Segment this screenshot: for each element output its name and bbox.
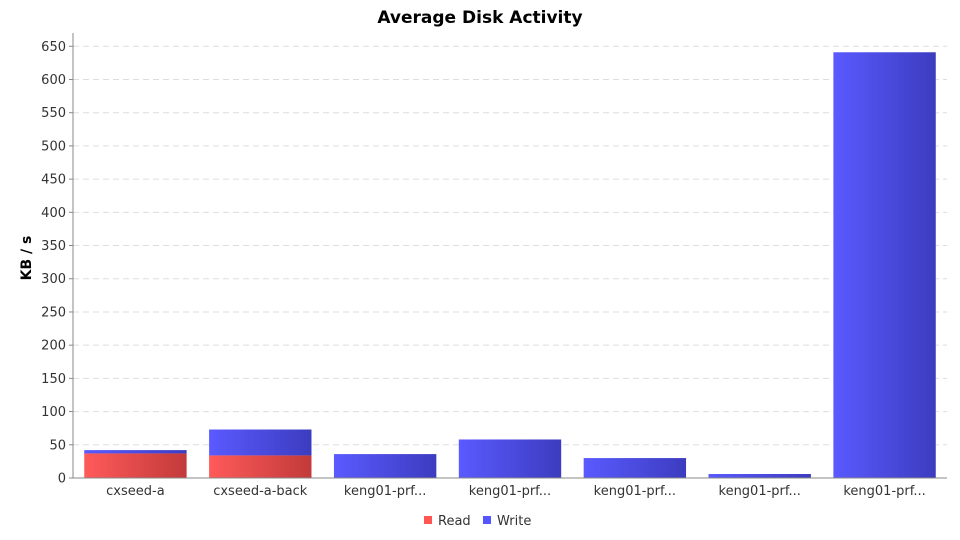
- bar-read-0: [84, 453, 187, 478]
- y-tick-label: 150: [41, 372, 66, 387]
- y-tick-label: 500: [41, 139, 66, 154]
- y-tick-label: 600: [41, 73, 66, 88]
- y-tick-label: 100: [41, 405, 66, 420]
- legend-label-write: Write: [497, 514, 531, 529]
- bar-write-2: [333, 454, 437, 478]
- y-axis-ticks: 0 50 100 150 200 250 300 350 400 450 500 550 600 650: [41, 40, 73, 487]
- y-tick-label: 400: [41, 206, 66, 221]
- x-tick-label: keng01-prf...: [719, 484, 801, 499]
- bar-write-4: [583, 458, 687, 478]
- x-tick-label: cxseed-a-back: [213, 484, 308, 499]
- x-tick-label: keng01-prf...: [843, 484, 925, 499]
- y-axis-label: KB / s: [19, 236, 35, 281]
- bar-write-0: [84, 450, 187, 454]
- y-tick-label: 300: [41, 272, 66, 287]
- x-tick-label: keng01-prf...: [344, 484, 426, 499]
- bar-read-1: [209, 455, 312, 478]
- x-tick-label: keng01-prf...: [469, 484, 551, 499]
- bar-write-3: [458, 439, 562, 478]
- y-tick-label: 50: [49, 438, 66, 453]
- y-tick-label: 650: [41, 40, 66, 55]
- y-tick-label: 250: [41, 305, 66, 320]
- y-tick-label: 0: [58, 472, 66, 487]
- legend-label-read: Read: [438, 514, 471, 529]
- x-tick-label: cxseed-a: [106, 484, 165, 499]
- y-tick-label: 450: [41, 173, 66, 188]
- x-axis-ticks: cxseed-a cxseed-a-back keng01-prf... keng01…: [106, 484, 926, 499]
- legend: Read Write: [424, 514, 531, 529]
- bar-write-1: [209, 429, 312, 456]
- legend-swatch-read: [424, 516, 432, 524]
- grid-lines: [73, 45, 947, 446]
- x-tick-label: keng01-prf...: [594, 484, 676, 499]
- bar-write-6: [833, 52, 936, 478]
- y-tick-label: 350: [41, 239, 66, 254]
- y-tick-label: 550: [41, 106, 66, 121]
- bars: [84, 52, 936, 478]
- bar-write-5: [708, 474, 811, 478]
- y-tick-label: 200: [41, 339, 66, 354]
- legend-swatch-write: [483, 516, 491, 524]
- chart-title: Average Disk Activity: [377, 8, 582, 28]
